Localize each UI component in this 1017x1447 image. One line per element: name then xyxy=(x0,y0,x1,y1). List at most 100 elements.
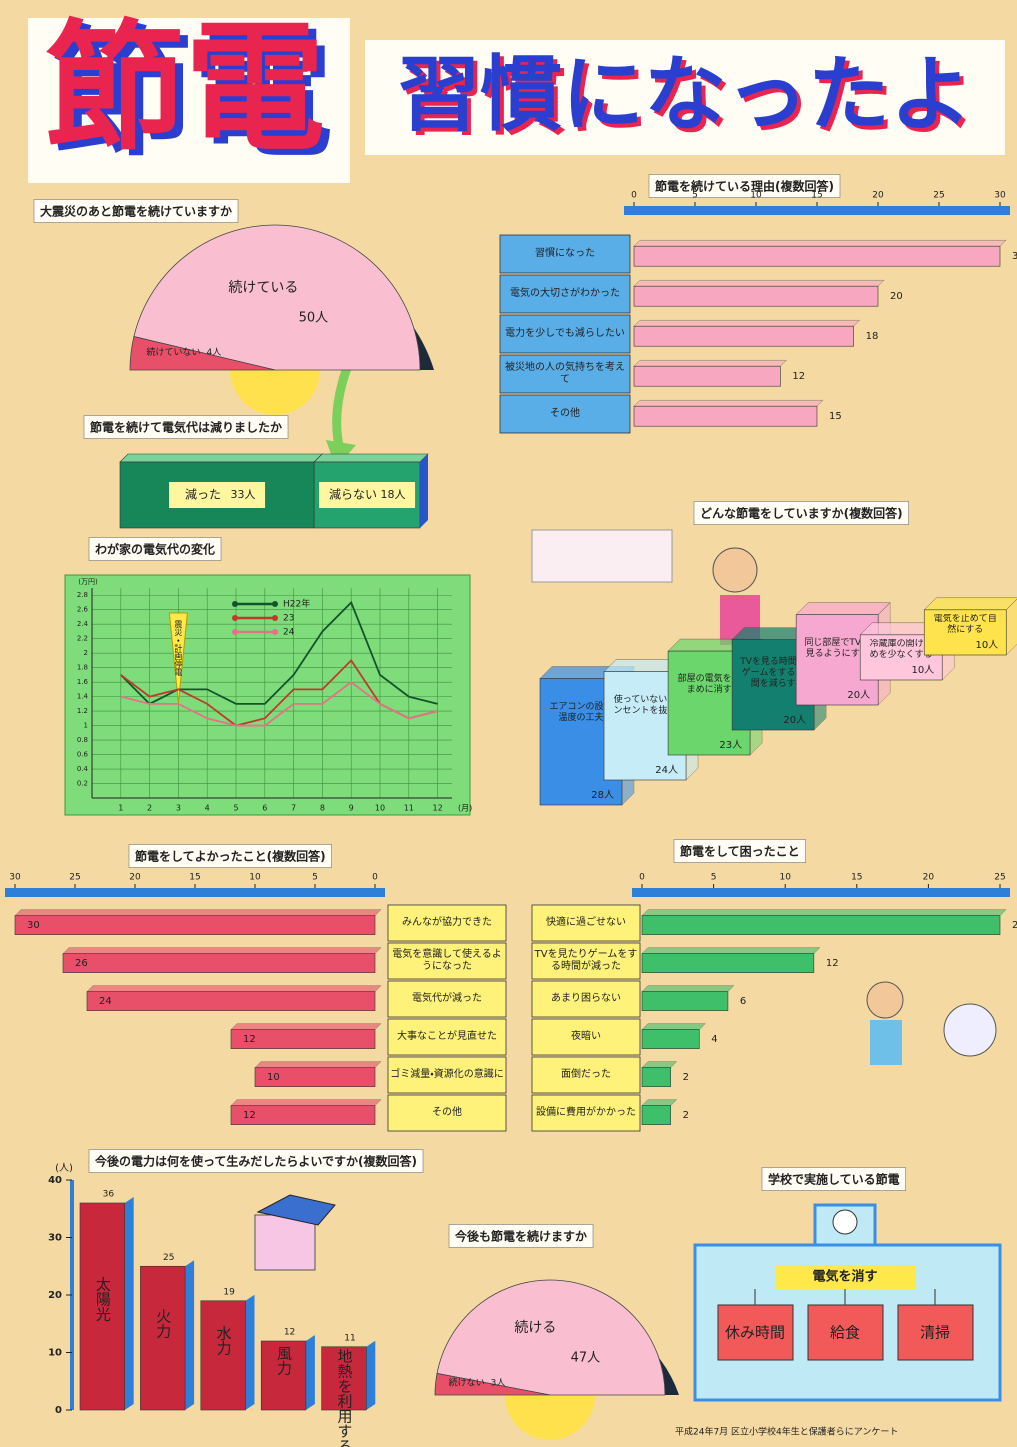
bar-top xyxy=(231,1024,381,1030)
plot-panel xyxy=(65,575,470,815)
category-label: その他 xyxy=(388,1095,506,1131)
slice-label: 続けない xyxy=(449,1377,485,1389)
chart-title: 学校で実施している節電 xyxy=(768,1172,900,1187)
bar-top xyxy=(634,280,884,286)
slice-value: 3人 xyxy=(491,1379,506,1389)
x-tick-label: 9 xyxy=(349,804,354,813)
bar xyxy=(634,326,854,346)
category-label: 風力 xyxy=(275,1346,293,1377)
y-tick-label: 2.8 xyxy=(77,591,88,599)
category-label: 火力 xyxy=(154,1308,172,1339)
legend-label: 23 xyxy=(283,614,294,624)
x-tick-label: 8 xyxy=(320,804,325,813)
legend-dot xyxy=(272,601,278,607)
category-label-box: 習慣になった xyxy=(500,235,630,273)
value-label: 36 xyxy=(103,1190,115,1200)
annotation: 震災・計画停電 xyxy=(174,620,183,676)
legend-label: H22年 xyxy=(283,598,310,610)
segment-value: 18人 xyxy=(381,488,406,501)
value-label: 12 xyxy=(826,958,839,969)
bar-top xyxy=(255,1062,381,1068)
value-label: 6 xyxy=(740,996,746,1007)
x-tick-label: 20 xyxy=(872,191,884,201)
segment-label: 減らない xyxy=(329,487,377,502)
y-tick-label: 2.6 xyxy=(77,606,89,614)
slice-value: 4人 xyxy=(207,348,222,358)
x-tick-label: 6 xyxy=(262,804,267,813)
bar xyxy=(63,954,375,973)
bar-side xyxy=(420,454,428,528)
person-body xyxy=(870,1020,902,1065)
category-label-box: 被災地の人の気持ちを考えて xyxy=(500,355,630,393)
category-label: 大事なことが見直せた xyxy=(388,1019,506,1055)
axis-bar xyxy=(632,888,1010,897)
value-label: 12 xyxy=(243,1110,256,1121)
bar-top xyxy=(642,910,1006,916)
legend-dot xyxy=(232,629,238,635)
category-label: 電気の大切さがわかった xyxy=(500,275,630,313)
air-conditioner xyxy=(532,530,672,582)
category-label-box: 電気を止めて自然にする xyxy=(928,614,1002,637)
y-tick-label: 30 xyxy=(48,1233,62,1244)
category-label: 夜暗い xyxy=(532,1019,640,1055)
x-tick-label: 25 xyxy=(994,873,1005,883)
x-tick-label: 15 xyxy=(851,873,862,883)
y-tick-label: 0.2 xyxy=(77,780,88,788)
segment-label: 減った xyxy=(185,487,221,502)
category-label: 地熱を利用する xyxy=(335,1348,353,1447)
category-label-box: 夜暗い xyxy=(532,1019,640,1055)
value-label: 11 xyxy=(344,1333,355,1343)
y-tick-label: 2 xyxy=(84,649,88,657)
item-label: 休み時間 xyxy=(725,1324,785,1342)
value-label: 25 xyxy=(163,1253,174,1263)
bar-top xyxy=(231,1100,381,1106)
category-label-box: みんなが協力できた xyxy=(388,905,506,941)
bar-top xyxy=(634,360,786,366)
value-label: 24人 xyxy=(655,765,678,776)
x-tick-label: 10 xyxy=(249,873,261,883)
slice-value: 50人 xyxy=(299,310,329,325)
category-label-box: 面倒だった xyxy=(532,1057,640,1093)
page: {"poster": {"title_main": "節電", "title_s… xyxy=(0,0,1017,1447)
category-label: TVを見たりゲームをする時間が減った xyxy=(532,943,640,979)
category-label: 電力を少しでも減らしたい xyxy=(500,315,630,353)
x-tick-label: 1 xyxy=(118,804,123,813)
clock xyxy=(833,1210,857,1234)
x-tick-label: 10 xyxy=(779,873,791,883)
x-tick-label: 0 xyxy=(639,873,645,883)
value-label: 24 xyxy=(99,996,112,1007)
category-label-box: 電気を意識して使えるようになった xyxy=(388,943,506,979)
y-tick-label: 2.4 xyxy=(77,620,89,628)
x-tick-label: 30 xyxy=(994,191,1006,201)
axis-bar xyxy=(624,206,1010,215)
y-tick-label: 1.6 xyxy=(77,678,89,686)
bar-top xyxy=(87,986,381,992)
value-label: 25 xyxy=(1012,920,1017,931)
bar xyxy=(642,954,814,973)
bar-top xyxy=(642,1024,705,1030)
chart-title: 今後も節電を続けますか xyxy=(455,1229,587,1244)
house xyxy=(255,1215,315,1270)
bar-side xyxy=(366,1341,375,1410)
legend-dot xyxy=(232,601,238,607)
chart-title: 節電を続けている理由(複数回答) xyxy=(655,179,834,194)
chart-title: どんな節電をしていますか(複数回答) xyxy=(700,506,903,521)
x-tick-label: 15 xyxy=(811,191,822,201)
x-tick-label: 20 xyxy=(923,873,935,883)
bar-top xyxy=(642,948,820,954)
bar xyxy=(140,1266,185,1410)
y-axis-label: (万円) xyxy=(78,578,98,586)
category-label: 習慣になった xyxy=(500,235,630,273)
x-axis-label: (月) xyxy=(458,804,472,813)
legend-dot xyxy=(232,615,238,621)
bar xyxy=(642,1030,699,1049)
chart-title: 節電をして困ったこと xyxy=(680,844,800,859)
chart-title: 大震災のあと節電を続けていますか xyxy=(40,204,232,219)
bar-side xyxy=(306,1335,315,1410)
bar-top xyxy=(924,598,1017,610)
category-label: 設備に費用がかかった xyxy=(532,1095,640,1131)
bar-top xyxy=(642,986,734,992)
x-tick-label: 15 xyxy=(189,873,200,883)
bar xyxy=(15,916,375,935)
category-label-box: 電気の大切さがわかった xyxy=(500,275,630,313)
